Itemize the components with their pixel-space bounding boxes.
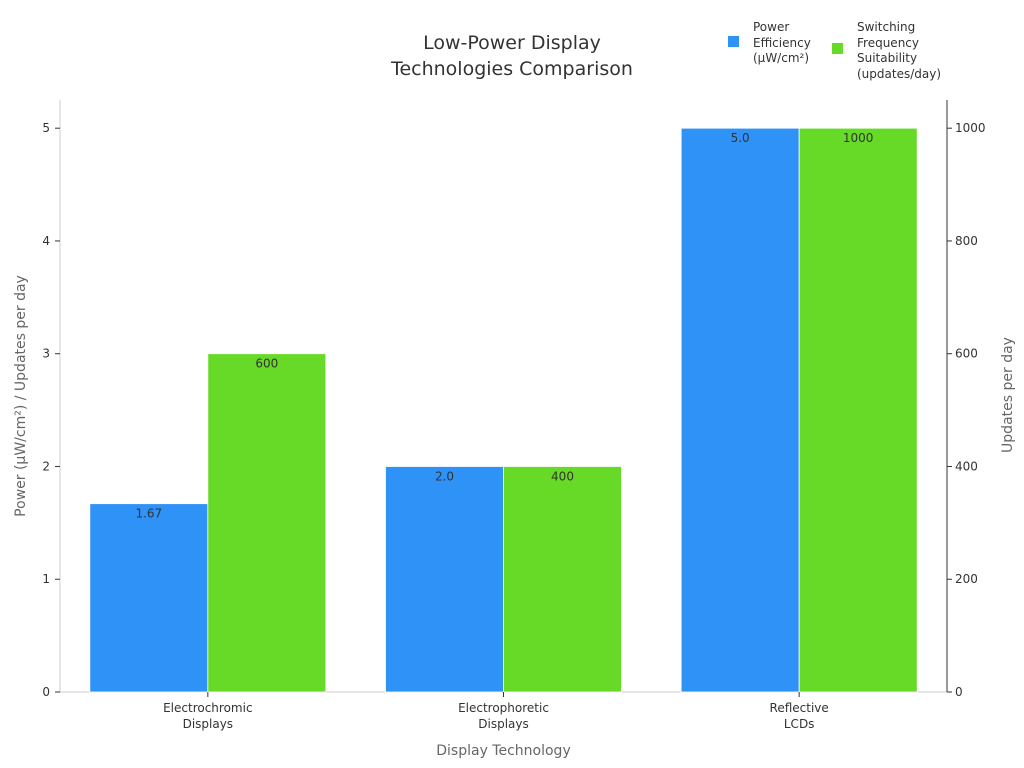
y-tick-label-right: 1000	[955, 121, 986, 135]
x-axis-title: Display Technology	[436, 743, 570, 759]
y-axis-title-right: Updates per day	[1000, 337, 1016, 453]
y-tick-label-left: 1	[42, 572, 50, 586]
data-label-frequency: 400	[551, 469, 574, 483]
y-tick-label-left: 4	[42, 234, 50, 248]
legend-swatch-power	[728, 36, 739, 47]
data-label-power: 2.0	[435, 469, 454, 483]
data-label-power: 1.67	[135, 507, 162, 521]
bar-frequency	[207, 353, 327, 693]
bar-power	[680, 127, 800, 693]
x-tick-label: Reflective LCDs	[770, 701, 829, 731]
y-tick-label-left: 5	[42, 121, 50, 135]
x-tick-label: Electrophoretic Displays	[458, 701, 549, 731]
bar-power	[89, 503, 209, 693]
legend-label-power: Power Efficiency (µW/cm²)	[753, 20, 811, 65]
data-label-power: 5.0	[731, 131, 750, 145]
y-axis-title-left: Power (µW/cm²) / Updates per day	[13, 275, 29, 517]
bar-power	[385, 466, 504, 693]
legend: Power Efficiency (µW/cm²) Switching Freq…	[720, 18, 960, 88]
y-tick-label-left: 3	[42, 347, 50, 361]
y-tick-label-right: 600	[955, 347, 978, 361]
legend-label-frequency: Switching Frequency Suitability (updates…	[857, 20, 942, 81]
chart-title: Low-Power Display Technologies Compariso…	[391, 32, 633, 80]
legend-swatch-frequency	[832, 43, 843, 54]
y-tick-label-left: 2	[42, 459, 50, 473]
y-tick-label-left: 0	[42, 685, 50, 699]
y-tick-label-right: 800	[955, 234, 978, 248]
data-label-frequency: 1000	[843, 131, 874, 145]
bar-frequency	[798, 127, 918, 693]
y-tick-label-right: 200	[955, 572, 978, 586]
y-tick-label-right: 0	[955, 685, 963, 699]
data-label-frequency: 600	[255, 357, 278, 371]
x-tick-label: Electrochromic Displays	[163, 701, 252, 731]
bar-frequency	[503, 466, 622, 693]
y-tick-label-right: 400	[955, 459, 978, 473]
